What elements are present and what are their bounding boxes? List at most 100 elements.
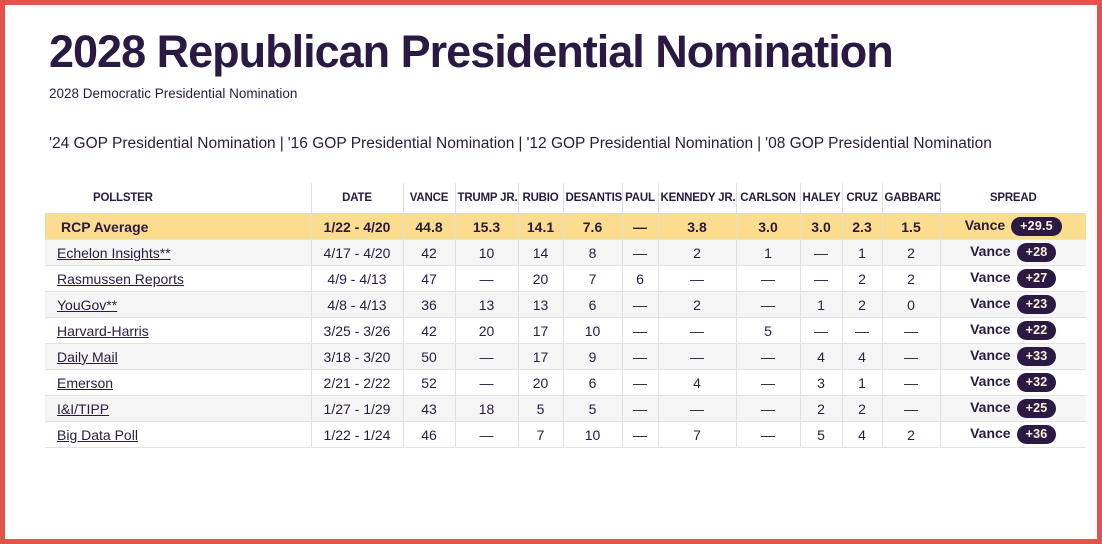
pollster-cell: I&I/TIPP bbox=[45, 395, 312, 423]
related-link[interactable]: '12 GOP Presidential Nomination bbox=[526, 134, 754, 152]
value-cell-vance: 50 bbox=[403, 343, 456, 371]
spread-leader: Vance bbox=[970, 321, 1011, 338]
value-cell-kennedy-jr: 3.8 bbox=[658, 213, 737, 241]
value-cell-haley: 3 bbox=[800, 369, 843, 397]
pollster-cell: Big Data Poll bbox=[45, 421, 312, 449]
pollster-link[interactable]: Daily Mail bbox=[57, 348, 118, 365]
date-cell: 3/18 - 3/20 bbox=[311, 343, 404, 371]
spread-margin-badge: +32 bbox=[1016, 373, 1057, 393]
spread-cell: Vance +33 bbox=[940, 343, 1086, 371]
pollster-link[interactable]: Rasmussen Reports bbox=[57, 270, 184, 287]
column-header-gabbard: GABBARD bbox=[882, 182, 941, 215]
value-cell-cruz: 2.3 bbox=[842, 213, 883, 241]
table-row: Rasmussen Reports 4/9 - 4/13 47—20 7 6— — —2 2 V… bbox=[45, 265, 1086, 293]
spread-margin-badge: +23 bbox=[1016, 295, 1057, 315]
related-link[interactable]: '16 GOP Presidential Nomination bbox=[287, 134, 515, 152]
related-link[interactable]: '08 GOP Presidential Nomination bbox=[765, 134, 992, 152]
value-cell-desantis: 10 bbox=[563, 421, 623, 449]
value-cell-desantis: 5 bbox=[563, 395, 623, 423]
subtitle-link[interactable]: 2028 Democratic Presidential Nomination bbox=[49, 85, 298, 101]
value-cell-desantis: 8 bbox=[563, 239, 623, 267]
value-cell-vance: 47 bbox=[403, 265, 456, 293]
date-cell: 4/17 - 4/20 bbox=[311, 239, 404, 267]
value-cell-trump-jr: 13 bbox=[455, 291, 519, 319]
value-cell-desantis: 10 bbox=[563, 317, 623, 345]
value-cell-kennedy-jr: — bbox=[658, 265, 737, 293]
value-cell-paul: — bbox=[622, 343, 659, 371]
value-cell-haley: 5 bbox=[800, 421, 843, 449]
value-cell-haley: 3.0 bbox=[800, 213, 843, 241]
value-cell-trump-jr: — bbox=[455, 265, 519, 293]
value-cell-carlson: — bbox=[736, 395, 801, 423]
pollster-cell: YouGov** bbox=[45, 291, 312, 319]
spread-cell: Vance +22 bbox=[940, 317, 1086, 345]
column-header-spread: SPREAD bbox=[940, 182, 1086, 215]
value-cell-haley: — bbox=[800, 265, 843, 293]
value-cell-rubio: 17 bbox=[518, 343, 564, 371]
column-header-kennedy-jr: KENNEDY JR. bbox=[658, 182, 737, 215]
pollster-link[interactable]: Big Data Poll bbox=[57, 426, 138, 443]
spread-leader: Vance bbox=[970, 399, 1011, 416]
table-body: RCP Average 1/22 - 4/20 44.8 15.3 14.1 7.6—3.… bbox=[45, 213, 1086, 449]
spread-margin-badge: +25 bbox=[1016, 399, 1057, 419]
spread-margin-badge: +22 bbox=[1016, 321, 1057, 341]
value-cell-trump-jr: 20 bbox=[455, 317, 519, 345]
page-title: 2028 Republican Presidential Nomination bbox=[49, 26, 894, 77]
date-cell: 1/27 - 1/29 bbox=[311, 395, 404, 423]
value-cell-carlson: 5 bbox=[736, 317, 801, 345]
date-cell: 1/22 - 4/20 bbox=[311, 213, 404, 241]
table-row: Daily Mail 3/18 - 3/20 50—17 9— — —4 4— Vance +3… bbox=[45, 343, 1086, 371]
related-link[interactable]: '24 GOP Presidential Nomination bbox=[49, 134, 276, 152]
value-cell-gabbard: — bbox=[882, 395, 941, 423]
value-cell-carlson: — bbox=[736, 343, 801, 371]
value-cell-haley: 2 bbox=[800, 395, 843, 423]
value-cell-carlson: — bbox=[736, 265, 801, 293]
value-cell-gabbard: 2 bbox=[882, 421, 941, 449]
value-cell-vance: 44.8 bbox=[403, 213, 456, 241]
value-cell-gabbard: 2 bbox=[882, 239, 941, 267]
table-header-row: POLLSTER DATE VANCE TRUMP JR. RUBIO DESANTIS P… bbox=[45, 182, 1086, 215]
pollster-link[interactable]: Emerson bbox=[57, 374, 114, 391]
value-cell-vance: 43 bbox=[403, 395, 456, 423]
pollster-link[interactable]: YouGov** bbox=[57, 296, 118, 313]
spread-cell: Vance +28 bbox=[940, 239, 1086, 267]
pollster-cell: Echelon Insights** bbox=[45, 239, 312, 267]
value-cell-carlson: — bbox=[736, 369, 801, 397]
value-cell-vance: 36 bbox=[403, 291, 456, 319]
pollster-link[interactable]: I&I/TIPP bbox=[57, 400, 110, 417]
spread-margin-badge: +27 bbox=[1016, 269, 1057, 289]
pollster-link[interactable]: Harvard-Harris bbox=[57, 322, 149, 339]
column-header-pollster: POLLSTER bbox=[45, 182, 312, 215]
column-header-rubio: RUBIO bbox=[518, 182, 564, 215]
pollster-cell: RCP Average bbox=[45, 213, 312, 241]
date-cell: 2/21 - 2/22 bbox=[311, 369, 404, 397]
spread-margin-badge: +36 bbox=[1016, 425, 1057, 445]
table-row: Echelon Insights** 4/17 - 4/20 42 10 14 8—2 1—… bbox=[45, 239, 1086, 267]
pollster-link[interactable]: Echelon Insights** bbox=[57, 244, 171, 261]
column-header-carlson: CARLSON bbox=[736, 182, 801, 215]
pollster-cell: Rasmussen Reports bbox=[45, 265, 312, 293]
table-row: YouGov** 4/8 - 4/13 36 13 13 6—2—1 2 0 Vance +23 bbox=[45, 291, 1086, 319]
value-cell-cruz: 1 bbox=[842, 239, 883, 267]
spread-cell: Vance +25 bbox=[940, 395, 1086, 423]
column-header-haley: HALEY bbox=[800, 182, 843, 215]
spread-leader: Vance bbox=[970, 373, 1011, 390]
value-cell-rubio: 5 bbox=[518, 395, 564, 423]
column-header-vance: VANCE bbox=[403, 182, 456, 215]
value-cell-desantis: 6 bbox=[563, 291, 623, 319]
value-cell-carlson: 3.0 bbox=[736, 213, 801, 241]
value-cell-cruz: 2 bbox=[842, 291, 883, 319]
spread-leader: Vance bbox=[970, 425, 1011, 442]
spread-margin-badge: +28 bbox=[1016, 243, 1057, 263]
value-cell-kennedy-jr: 2 bbox=[658, 239, 737, 267]
pollster-cell: Daily Mail bbox=[45, 343, 312, 371]
value-cell-desantis: 6 bbox=[563, 369, 623, 397]
value-cell-cruz: 2 bbox=[842, 265, 883, 293]
value-cell-rubio: 7 bbox=[518, 421, 564, 449]
spread-cell: Vance +23 bbox=[940, 291, 1086, 319]
spread-leader: Vance bbox=[964, 217, 1006, 234]
value-cell-vance: 46 bbox=[403, 421, 456, 449]
value-cell-paul: — bbox=[622, 369, 659, 397]
column-header-cruz: CRUZ bbox=[842, 182, 883, 215]
value-cell-trump-jr: 18 bbox=[455, 395, 519, 423]
